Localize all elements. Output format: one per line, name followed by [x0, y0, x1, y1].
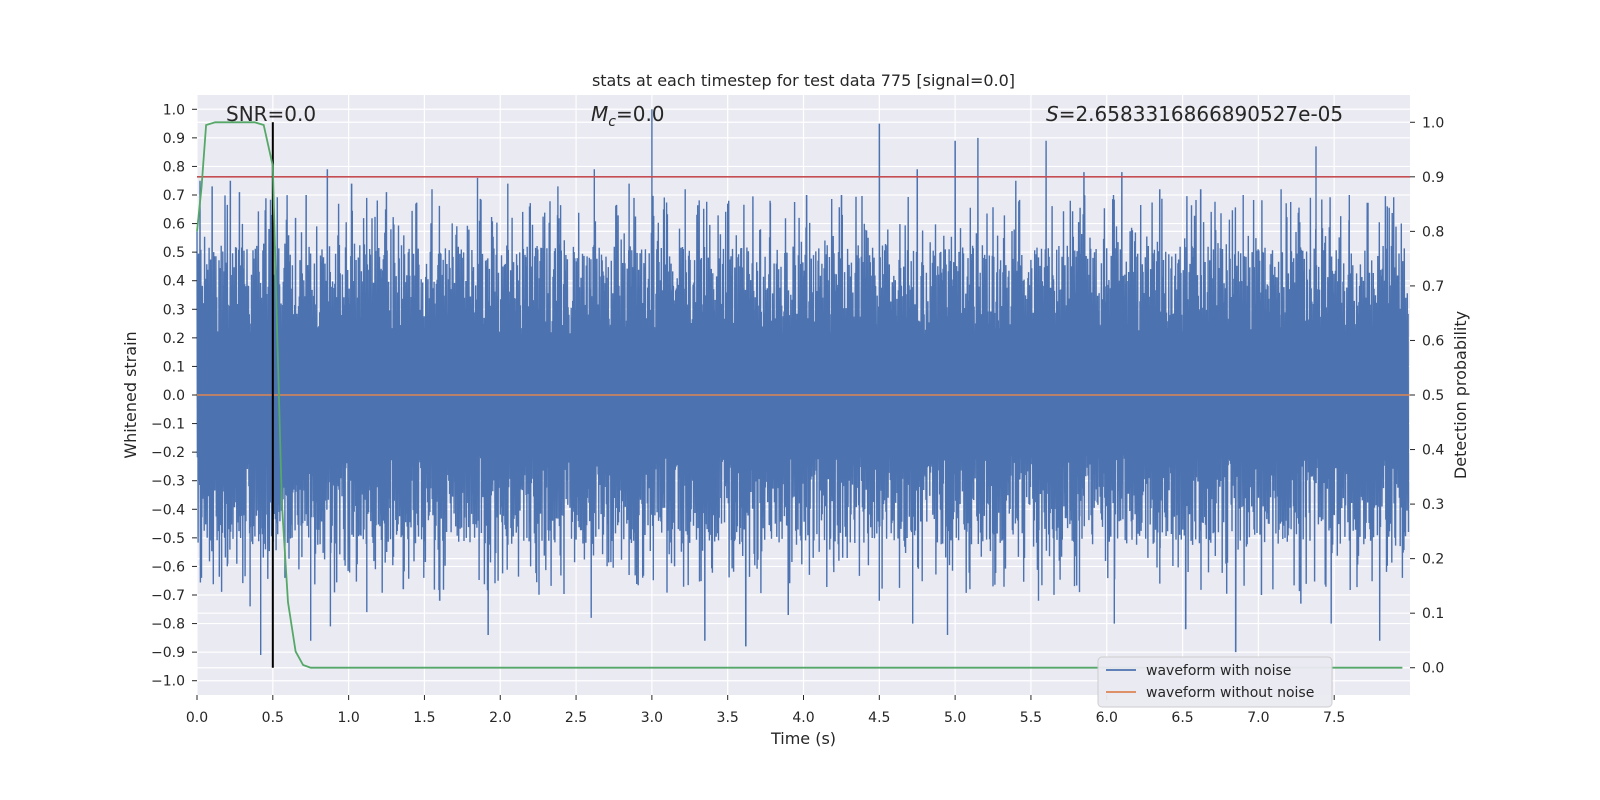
x-tick-label-15: 7.5 — [1323, 710, 1345, 726]
y-tick-label-12: −0.2 — [151, 445, 185, 461]
annotation-chirp-mass: Mc=0.0 — [591, 102, 665, 130]
yr-tick-label-8: 0.2 — [1422, 552, 1444, 568]
series-detection-probability — [196, 121, 1403, 669]
legend-label-waveform-with-noise: waveform with noise — [1146, 663, 1291, 679]
annotation-mc-subscript: c — [608, 114, 616, 130]
y-axis-right-ticks: 1.0 0.9 0.8 0.7 0.6 0.5 0.4 0.3 0.2 0.1 0.0 — [1410, 115, 1444, 677]
series-layer — [196, 109, 1410, 669]
legend: waveform with noise waveform without noi… — [1097, 656, 1333, 708]
y-tick-label-8: 0.2 — [163, 331, 185, 347]
x-tick-label-4: 2.0 — [489, 710, 511, 726]
y-tick-label-18: −0.8 — [151, 617, 185, 633]
x-tick-label-9: 4.5 — [868, 710, 890, 726]
series-waveform-with-noise — [196, 109, 1410, 655]
y-tick-label-1: 0.9 — [163, 131, 185, 147]
x-tick-label-8: 4.0 — [792, 710, 814, 726]
x-axis-ticks: 0.0 0.5 1.0 1.5 2.0 2.5 3.0 3.5 4.0 4.5 5.0 5.5 6.0 6… — [186, 695, 1345, 726]
x-tick-label-1: 0.5 — [262, 710, 284, 726]
y-tick-label-14: −0.4 — [151, 502, 185, 518]
y-axis-left-ticks: 1.0 0.9 0.8 0.7 0.6 0.5 0.4 0.3 0.2 0.1 0.0 −0.1 −0.… — [151, 102, 197, 690]
y-tick-label-20: −1.0 — [151, 674, 185, 690]
y-axis-right-label: Detection probability — [1451, 311, 1470, 479]
yr-tick-label-6: 0.4 — [1422, 443, 1444, 459]
y-tick-label-17: −0.7 — [151, 588, 185, 604]
annotation-snr: SNR=0.0 — [226, 102, 316, 126]
annotation-s-symbol: S — [1046, 102, 1059, 126]
yr-tick-label-0: 1.0 — [1422, 115, 1444, 131]
y-tick-label-19: −0.9 — [151, 645, 185, 661]
x-tick-label-11: 5.5 — [1020, 710, 1042, 726]
x-tick-label-6: 3.0 — [641, 710, 663, 726]
y-tick-label-15: −0.5 — [151, 531, 185, 547]
x-tick-label-2: 1.0 — [337, 710, 359, 726]
y-tick-label-9: 0.1 — [163, 359, 185, 375]
y-tick-label-13: −0.3 — [151, 474, 185, 490]
x-tick-label-12: 6.0 — [1096, 710, 1118, 726]
y-tick-label-2: 0.8 — [163, 159, 185, 175]
yr-tick-label-3: 0.7 — [1422, 279, 1444, 295]
annotation-s: S=2.6583316866890527e-05 — [1046, 102, 1343, 126]
legend-box — [1097, 656, 1333, 708]
yr-tick-label-9: 0.1 — [1422, 606, 1444, 622]
legend-label-waveform-without-noise: waveform without noise — [1146, 685, 1314, 701]
y-tick-label-11: −0.1 — [151, 417, 185, 433]
annotation-s-value: =2.6583316866890527e-05 — [1059, 102, 1343, 126]
y-tick-label-10: 0.0 — [163, 388, 185, 404]
yr-tick-label-4: 0.6 — [1422, 333, 1444, 349]
y-tick-label-4: 0.6 — [163, 217, 185, 233]
yr-tick-label-5: 0.5 — [1422, 388, 1444, 404]
yr-tick-label-7: 0.3 — [1422, 497, 1444, 513]
x-tick-label-14: 7.0 — [1247, 710, 1269, 726]
x-tick-label-3: 1.5 — [413, 710, 435, 726]
x-tick-label-10: 5.0 — [944, 710, 966, 726]
y-tick-label-5: 0.5 — [163, 245, 185, 261]
x-tick-label-5: 2.5 — [565, 710, 587, 726]
x-tick-label-13: 6.5 — [1171, 710, 1193, 726]
y-tick-label-7: 0.3 — [163, 302, 185, 318]
x-axis-label: Time (s) — [770, 729, 836, 748]
annotation-mc-symbol: M — [591, 102, 608, 126]
y-tick-label-16: −0.6 — [151, 559, 185, 575]
annotation-mc-value: =0.0 — [616, 102, 665, 126]
yr-tick-label-1: 0.9 — [1422, 170, 1444, 186]
x-tick-label-7: 3.5 — [717, 710, 739, 726]
yr-tick-label-10: 0.0 — [1422, 661, 1444, 677]
y-tick-label-3: 0.7 — [163, 188, 185, 204]
y-axis-label: Whitened strain — [121, 331, 140, 458]
x-tick-label-0: 0.0 — [186, 710, 208, 726]
chart-title: stats at each timestep for test data 775… — [592, 71, 1015, 90]
y-tick-label-0: 1.0 — [163, 102, 185, 118]
y-tick-label-6: 0.4 — [163, 274, 185, 290]
yr-tick-label-2: 0.8 — [1422, 224, 1444, 240]
